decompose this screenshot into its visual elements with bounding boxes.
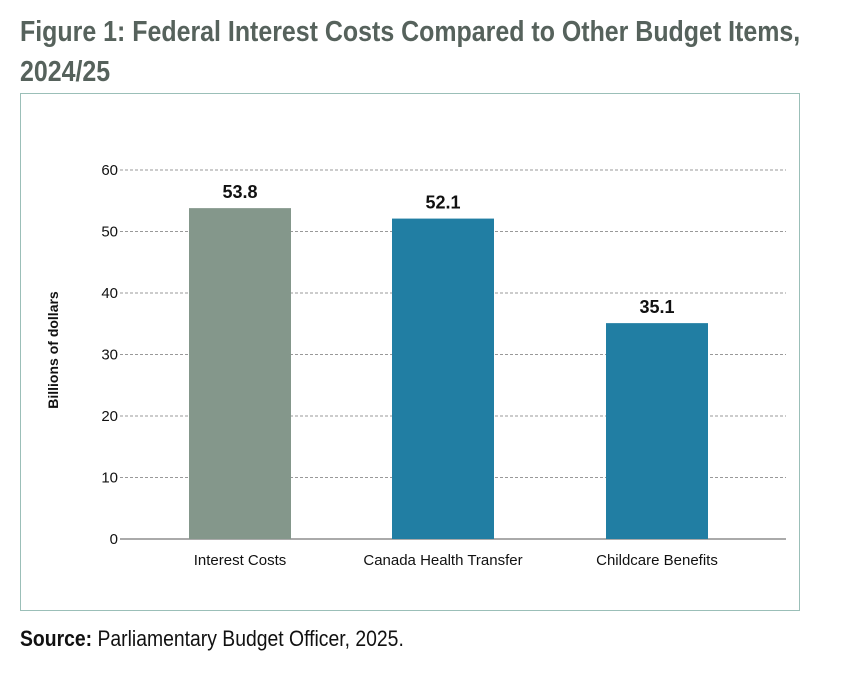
- source-note: Source: Parliamentary Budget Officer, 20…: [20, 626, 404, 652]
- y-tick-label: 10: [101, 470, 118, 487]
- y-tick-label: 40: [101, 285, 118, 302]
- y-tick-label: 30: [101, 347, 118, 364]
- y-tick-label: 50: [101, 224, 118, 241]
- x-tick-label: Childcare Benefits: [596, 552, 718, 569]
- y-axis-label: Billions of dollars: [45, 291, 61, 409]
- y-tick-label: 0: [110, 531, 118, 548]
- source-label: Source:: [20, 626, 93, 651]
- chart-title: Figure 1: Federal Interest Costs Compare…: [20, 16, 801, 88]
- bar-3: [606, 323, 708, 539]
- chart-frame: [20, 93, 800, 611]
- y-tick-label: 20: [101, 408, 118, 425]
- x-tick-label: Interest Costs: [194, 552, 287, 569]
- bar-1: [189, 208, 291, 539]
- data-label: 52.1: [425, 193, 460, 213]
- bar-2: [392, 218, 494, 539]
- x-tick-label: Canada Health Transfer: [363, 552, 522, 569]
- data-label: 53.8: [222, 182, 257, 202]
- y-tick-label: 60: [101, 162, 118, 179]
- data-label: 35.1: [639, 297, 674, 317]
- source-text: Parliamentary Budget Officer, 2025.: [97, 626, 404, 651]
